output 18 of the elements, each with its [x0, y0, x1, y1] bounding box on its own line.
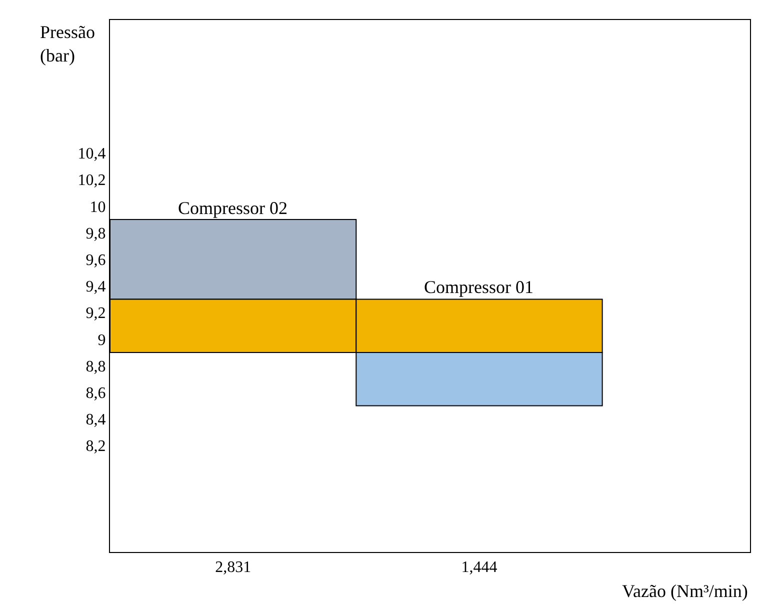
- x-tick-label: 2,831: [215, 559, 252, 576]
- y-tick-label: 10,4: [78, 146, 106, 163]
- y-tick-label: 9,4: [86, 278, 106, 296]
- y-tick-label: 8,2: [86, 438, 106, 456]
- annotation: Compressor 01: [424, 277, 534, 297]
- y-tick-label: 10: [90, 198, 106, 216]
- y-tick-label: 9,2: [86, 305, 106, 322]
- y-tick-label: 8,6: [86, 385, 106, 402]
- y-tick-label: 8,4: [86, 412, 106, 429]
- y-tick-label: 9: [98, 332, 106, 349]
- y-tick-label: 9,6: [86, 252, 106, 269]
- annotation: Compressor 02: [178, 198, 288, 218]
- x-tick-label: 1,444: [461, 559, 498, 576]
- y-tick-label: 10,2: [78, 172, 106, 190]
- x-axis-title: Vazão (Nm³/min): [622, 581, 748, 601]
- y-tick-label: 9,8: [86, 225, 106, 242]
- y-tick-label: 8,8: [86, 358, 106, 376]
- y-axis-title: Pressão (bar): [40, 22, 95, 66]
